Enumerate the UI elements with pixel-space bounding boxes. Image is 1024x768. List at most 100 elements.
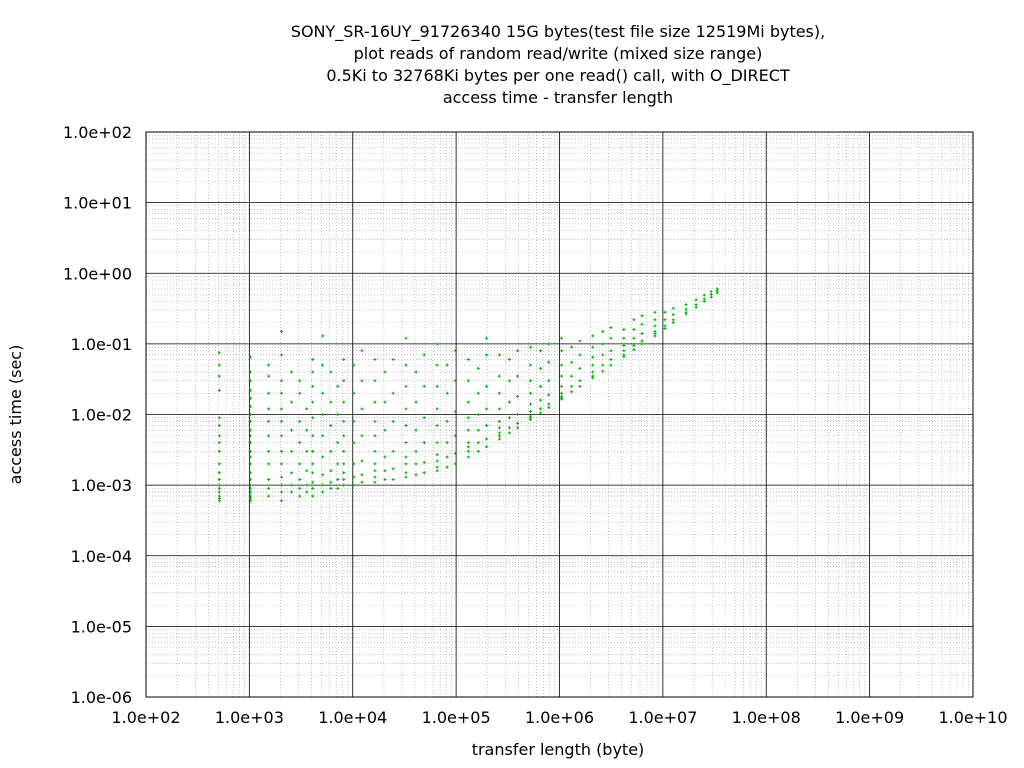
data-point <box>217 441 221 445</box>
data-point <box>298 462 302 466</box>
data-point <box>601 329 605 333</box>
data-point <box>248 471 252 475</box>
data-point <box>453 462 457 466</box>
data-point <box>360 480 364 484</box>
data-point <box>516 394 520 398</box>
data-point <box>529 414 533 418</box>
data-point <box>516 349 520 353</box>
data-point <box>640 314 644 318</box>
data-point <box>267 391 271 395</box>
data-point <box>267 486 271 490</box>
data-point <box>435 441 439 445</box>
data-point <box>280 490 284 494</box>
data-point <box>578 353 582 357</box>
data-point <box>694 298 698 302</box>
data-point <box>217 363 221 367</box>
data-point <box>298 379 302 383</box>
data-point <box>445 441 449 445</box>
data-point <box>497 419 501 423</box>
data-point <box>694 303 698 307</box>
data-point <box>321 363 325 367</box>
data-point <box>453 434 457 438</box>
data-point <box>248 388 252 392</box>
data-point <box>497 353 501 357</box>
data-point <box>248 483 252 487</box>
data-point <box>529 345 533 349</box>
y-tick-label: 1.0e+01 <box>63 194 132 213</box>
data-point <box>484 336 488 340</box>
y-axis-label: access time (sec) <box>6 345 25 485</box>
data-point <box>267 407 271 411</box>
data-point <box>305 483 309 487</box>
data-point <box>404 455 408 459</box>
data-point <box>404 384 408 388</box>
data-point <box>373 419 377 423</box>
data-point <box>422 384 426 388</box>
data-point <box>383 478 387 482</box>
data-point <box>373 400 377 404</box>
x-tick-label: 1.0e+07 <box>628 708 697 727</box>
data-point <box>352 391 356 395</box>
data-point <box>311 462 315 466</box>
data-point <box>709 295 713 299</box>
y-tick-label: 1.0e-03 <box>71 476 132 495</box>
data-point <box>267 374 271 378</box>
data-point <box>336 478 340 482</box>
chart-title-line: access time - transfer length <box>443 88 673 107</box>
data-point <box>497 426 501 430</box>
data-point <box>311 434 315 438</box>
data-point <box>484 353 488 357</box>
data-point <box>342 379 346 383</box>
data-point <box>445 455 449 459</box>
data-point <box>591 334 595 338</box>
data-point <box>248 490 252 494</box>
data-point <box>516 413 520 416</box>
data-point <box>671 321 675 325</box>
data-point <box>578 366 582 370</box>
data-point <box>435 453 439 457</box>
data-point <box>476 391 480 395</box>
data-point <box>321 455 325 459</box>
data-point <box>601 369 605 373</box>
data-point <box>632 348 636 352</box>
data-point <box>622 353 626 357</box>
data-point <box>453 410 457 414</box>
x-tick-label: 1.0e+02 <box>111 708 180 727</box>
data-point <box>640 339 644 343</box>
data-point <box>560 394 564 398</box>
data-point <box>404 475 408 479</box>
data-point <box>329 423 333 427</box>
y-tick-label: 1.0e-02 <box>71 406 132 425</box>
data-point <box>435 459 439 463</box>
data-point <box>360 407 364 411</box>
data-point <box>702 293 706 297</box>
data-point <box>383 428 387 432</box>
x-tick-label: 1.0e+06 <box>525 708 594 727</box>
data-point <box>435 363 439 367</box>
data-point <box>539 398 543 402</box>
data-point <box>248 370 252 374</box>
data-point <box>383 370 387 374</box>
data-point <box>547 360 551 364</box>
data-point <box>280 419 284 423</box>
data-point <box>404 363 408 367</box>
data-point <box>321 391 325 395</box>
data-point <box>422 471 426 475</box>
data-point <box>280 379 284 383</box>
data-point <box>305 490 309 494</box>
data-point <box>609 326 613 330</box>
data-point <box>336 413 340 416</box>
data-point <box>709 290 713 294</box>
data-point <box>336 486 340 490</box>
data-point <box>422 353 426 357</box>
data-point <box>352 483 356 487</box>
data-point <box>305 407 309 411</box>
data-point <box>539 411 543 415</box>
data-point <box>476 366 480 370</box>
data-point <box>217 374 221 378</box>
data-point <box>311 416 315 420</box>
data-point <box>373 462 377 466</box>
data-point <box>684 310 688 314</box>
data-point <box>547 379 551 383</box>
data-point <box>329 400 333 404</box>
